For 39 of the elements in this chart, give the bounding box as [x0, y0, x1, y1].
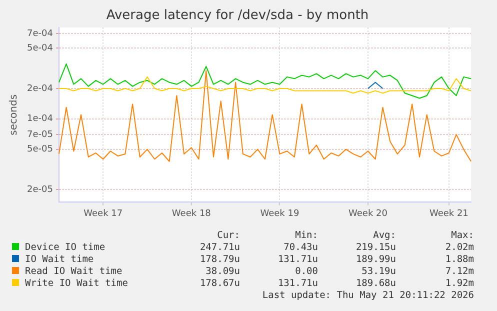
y-tick-label: 2e-04 [26, 84, 54, 94]
text: 2.02m [444, 242, 474, 254]
y-tick-label: 5e-04 [26, 44, 54, 54]
text: 131.71u [276, 254, 318, 266]
text: 0.00 [294, 266, 318, 278]
x-tick-label: Week 20 [348, 208, 388, 219]
text: Avg: [372, 230, 396, 242]
legend-label: Read IO Wait time [24, 266, 124, 278]
x-tick-label: Week 18 [172, 208, 212, 219]
text: Cur: [216, 230, 240, 242]
text: 178.67u [198, 278, 240, 290]
text: 70.43u [282, 242, 318, 254]
y-tick-label: 1e-04 [26, 114, 54, 124]
legend-label: Write IO Wait time [24, 278, 129, 290]
text: 247.71u [198, 242, 240, 254]
text: 131.71u [276, 278, 318, 290]
text: 189.99u [354, 254, 396, 266]
text: 219.15u [354, 242, 396, 254]
text: 178.79u [198, 254, 240, 266]
chart-title: Average latency for /dev/sda - by month [106, 8, 369, 24]
x-tick-label: Week 19 [260, 208, 300, 219]
text: 1.92m [444, 278, 474, 290]
text: Max: [450, 230, 474, 242]
y-tick-label: 7e-05 [26, 130, 53, 140]
text: 1.88m [444, 254, 474, 266]
legend-label: IO Wait time [24, 254, 95, 266]
y-axis-title: seconds [8, 94, 20, 136]
x-tick-label: Week 17 [84, 208, 123, 219]
text: 53.19u [360, 266, 396, 278]
y-tick-label: 7e-04 [26, 28, 54, 39]
text: 189.68u [354, 278, 396, 290]
x-tick-label: Week 21 [429, 208, 468, 219]
text: Min: [294, 230, 318, 242]
text: 7.12m [444, 266, 474, 278]
text: 38.09u [204, 266, 240, 278]
text: Last update: Thu May 21 20:11:22 2026 [261, 290, 474, 302]
legend-label: Device IO time [24, 242, 106, 254]
y-tick-label: 2e-05 [26, 184, 53, 195]
y-tick-label: 5e-05 [26, 144, 53, 155]
